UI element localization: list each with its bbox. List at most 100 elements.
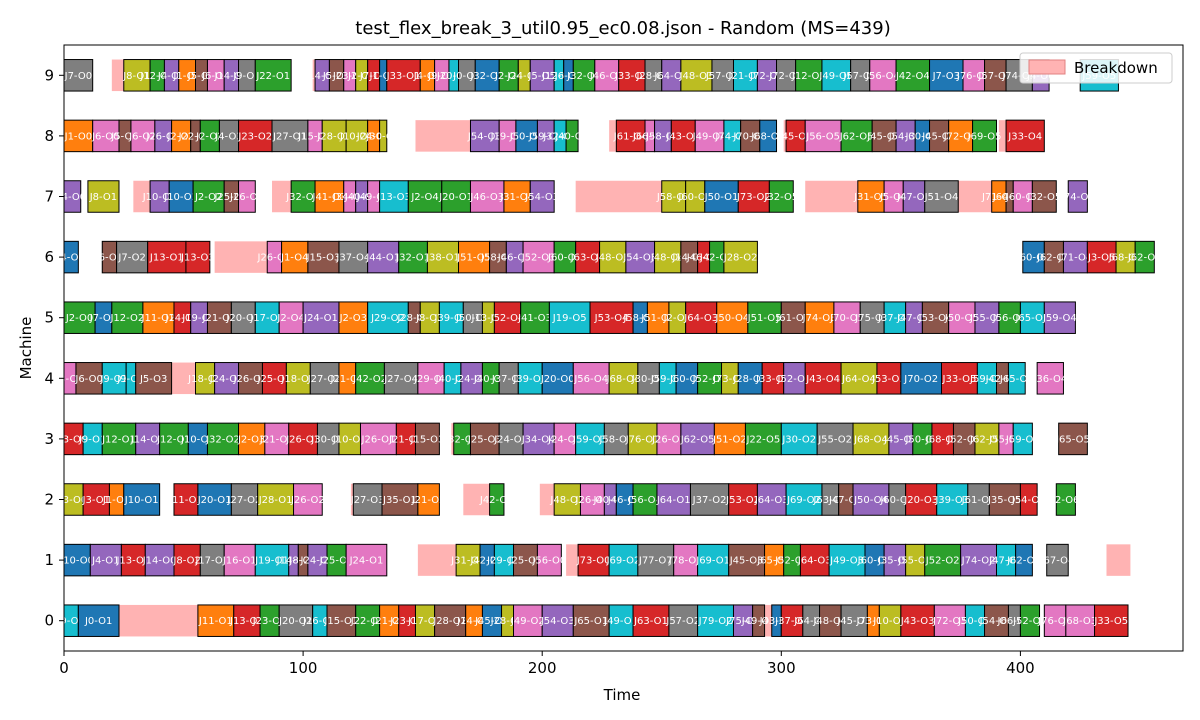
operation-label: J6-O2 xyxy=(554,71,582,82)
operation-label: J12-O0 xyxy=(139,71,174,82)
operation-bar xyxy=(972,119,997,153)
operation-label: J63-O1 xyxy=(633,616,668,627)
operation-bar xyxy=(541,604,574,637)
operation-label: J74-O2 xyxy=(714,131,749,142)
y-tick-label: 7 xyxy=(44,188,54,206)
operation-label: J40-O4 xyxy=(344,192,379,203)
y-tick-label: 1 xyxy=(44,551,54,569)
operation-label: J58-O4 xyxy=(622,313,657,324)
operation-bar xyxy=(281,240,309,274)
operation-label: J20-O3 xyxy=(225,313,260,324)
operation-label: J1-O0 xyxy=(64,131,92,142)
operation-label: J62-O5 xyxy=(1127,253,1162,264)
operation-label: J39-O2 xyxy=(512,374,547,385)
operation-label: J49-O3 xyxy=(829,556,864,567)
operation-label: J8-O1 xyxy=(89,192,117,203)
operation-label: J22-O2 xyxy=(178,131,213,142)
operation-label: J26-O4 xyxy=(575,495,610,506)
operation-bar xyxy=(632,604,670,637)
operation-label: J9-O0 xyxy=(56,616,84,627)
operation-label: J10-O4 xyxy=(872,616,907,627)
operation-bar xyxy=(933,604,966,637)
operation-label: J55-O2 xyxy=(817,434,852,445)
operation-bar xyxy=(417,483,440,516)
operation-label: J22-O1 xyxy=(255,71,290,82)
operation-label: J21-O2 xyxy=(202,313,237,324)
operation-label: J74-O6 xyxy=(1060,192,1095,203)
operation-label: J2-O3 xyxy=(237,434,265,445)
operation-label: J68-O4 xyxy=(925,434,960,445)
operation-label: J49-O3 xyxy=(603,616,638,627)
operation-label: J1-O1 xyxy=(172,71,200,82)
operation-label: J48-O3 xyxy=(812,616,847,627)
operation-label: J60-O3 xyxy=(547,253,582,264)
operation-label: J65-O1 xyxy=(756,556,791,567)
operation-label: J49-O6 xyxy=(818,71,853,82)
operation-bar xyxy=(694,119,725,153)
operation-bar xyxy=(685,301,718,334)
operation-label: J66-O4 xyxy=(997,616,1032,627)
operation-bar xyxy=(101,422,137,456)
operation-label: J61-O3 xyxy=(961,495,996,506)
operation-label: J48-O3 xyxy=(679,71,714,82)
operation-label: J11-O2 xyxy=(141,313,176,324)
operation-label: J26-O2 xyxy=(651,434,686,445)
operation-label: J9-O1 xyxy=(78,434,106,445)
operation-label: J52-O4 xyxy=(946,434,981,445)
operation-bar xyxy=(852,483,890,516)
operation-label: J14-O1 xyxy=(213,71,248,82)
operation-bar xyxy=(352,483,383,516)
operation-label: J2-O0 xyxy=(65,313,93,324)
operation-label: J68-O4 xyxy=(853,434,888,445)
operation-label: J54-O3 xyxy=(979,616,1014,627)
operation-label: J68-O4 xyxy=(750,131,785,142)
operation-label: J23-O2 xyxy=(389,616,424,627)
operation-label: J65-O5 xyxy=(1055,434,1090,445)
operation-bar xyxy=(618,59,646,92)
operation-label: J56-O0 xyxy=(531,556,566,567)
operation-label: J2-O6 xyxy=(1051,495,1079,506)
operation-bar xyxy=(1055,483,1076,516)
operation-label: J69-O2 xyxy=(786,495,821,506)
operation-label: J2-O4 xyxy=(410,192,438,203)
operation-label: J76-O5 xyxy=(956,71,991,82)
operation-label: J19-O2 xyxy=(181,313,216,324)
operation-label: J25-O0 xyxy=(319,556,354,567)
operation-label: J65-O5 xyxy=(1014,313,1049,324)
operation-label: J70-O2 xyxy=(903,374,938,385)
operation-label: J26-O0 xyxy=(229,192,264,203)
operation-bar xyxy=(367,301,409,334)
operation-label: J52-O4 xyxy=(692,374,727,385)
operation-label: J24-O3 xyxy=(547,434,582,445)
operation-label: J4-O3 xyxy=(413,71,441,82)
operation-bar xyxy=(1134,240,1155,274)
operation-label: J5-O3 xyxy=(139,374,167,385)
operation-label: J37-O4 xyxy=(877,313,912,324)
operation-bar xyxy=(948,301,976,334)
operation-label: J55-O5 xyxy=(969,313,1004,324)
y-tick-label: 0 xyxy=(44,612,54,630)
operation-label: J26-O1 xyxy=(285,434,320,445)
operation-label: J29-O4 xyxy=(413,374,448,385)
operation-label: J46-O3 xyxy=(469,192,504,203)
operation-label: J41-O3 xyxy=(517,313,552,324)
operation-label: J7-O1 xyxy=(89,313,117,324)
breakdown-bar xyxy=(118,604,198,637)
breakdown-bar xyxy=(133,180,151,213)
operation-label: J45-O0 xyxy=(474,616,509,627)
operation-bar xyxy=(697,543,730,577)
operation-label: J20-O1 xyxy=(438,192,473,203)
operation-label: J64-O2 xyxy=(653,71,688,82)
operation-bar xyxy=(608,543,639,577)
legend-entry-breakdown: Breakdown xyxy=(1074,59,1158,77)
operation-bar xyxy=(924,543,962,577)
operation-bar xyxy=(197,604,235,637)
operation-label: J60-O3 xyxy=(879,495,914,506)
operation-label: J4-O0 xyxy=(58,192,86,203)
operation-label: J72-O2 xyxy=(768,71,803,82)
breakdown-bar xyxy=(764,604,772,637)
operation-label: J33-O3 xyxy=(614,71,649,82)
operation-label: J49-O2 xyxy=(510,616,545,627)
operation-label: J12-O4 xyxy=(541,71,576,82)
operation-label: J64-O4 xyxy=(841,374,876,385)
